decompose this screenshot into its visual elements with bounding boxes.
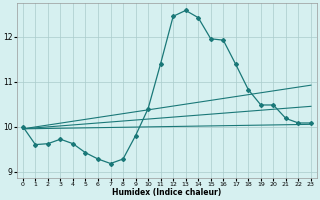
- X-axis label: Humidex (Indice chaleur): Humidex (Indice chaleur): [112, 188, 221, 197]
